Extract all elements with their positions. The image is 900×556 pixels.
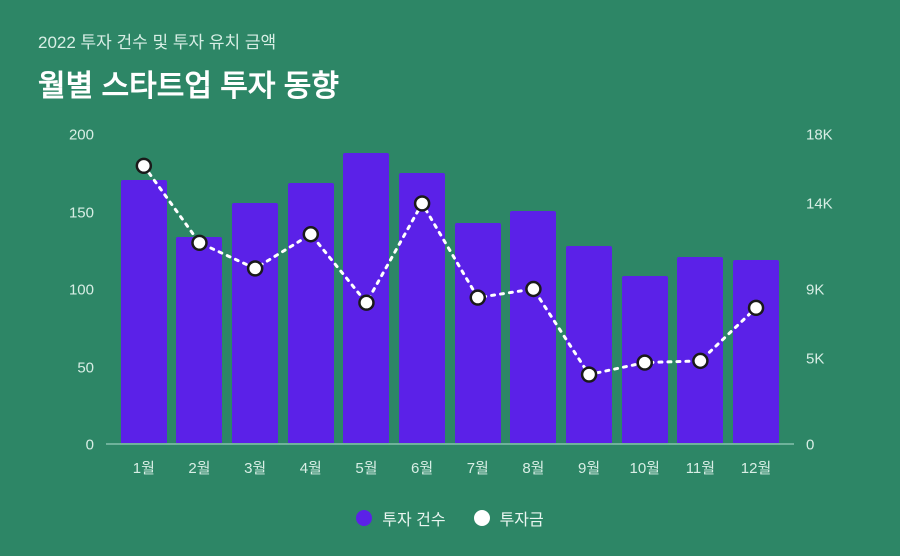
y-left-tick: 0 [50,437,94,454]
y-right-tick: 0 [806,437,850,454]
bar [733,260,779,443]
y-axis-left: 050100150200 [58,135,102,445]
bar [288,183,334,443]
x-axis-label: 4월 [288,457,334,478]
legend-item: 투자 건수 [356,506,445,530]
x-axis-label: 12월 [733,457,779,478]
x-axis-label: 10월 [622,457,668,478]
legend: 투자 건수 투자금 [38,506,862,530]
y-right-tick: 5K [806,350,850,367]
x-axis-label: 3월 [232,457,278,478]
y-left-tick: 50 [50,359,94,376]
bar [121,180,167,444]
bar [343,153,389,443]
bar [455,223,501,443]
legend-item: 투자금 [474,506,544,530]
y-left-tick: 200 [50,127,94,144]
x-axis-label: 6월 [399,457,445,478]
bar [622,276,668,443]
legend-swatch-bar [356,510,372,526]
bar [677,257,723,443]
legend-label: 투자 건수 [382,506,445,530]
legend-label: 투자금 [500,506,544,530]
x-axis-label: 2월 [176,457,222,478]
chart-title: 월별 스타트업 투자 동향 [38,61,862,105]
chart-wrap: 050100150200 05K9K14K18K 1월 2월 3월 4월 5월 6월 7월 8… [58,135,842,478]
bars-group [106,135,794,443]
y-axis-right: 05K9K14K18K [798,135,842,445]
y-right-tick: 9K [806,282,850,299]
x-axis-label: 9월 [566,457,612,478]
chart-container: 2022 투자 건수 및 투자 유치 금액 월별 스타트업 투자 동향 0501… [0,0,900,550]
y-right-tick: 14K [806,195,850,212]
x-axis-label: 5월 [343,457,389,478]
x-axis-label: 11월 [677,457,723,478]
chart-subtitle: 2022 투자 건수 및 투자 유치 금액 [38,28,862,53]
bar [176,237,222,443]
bar [566,246,612,443]
x-axis-label: 1월 [121,457,167,478]
y-right-tick: 18K [806,127,850,144]
chart-plot-area [106,135,794,445]
y-left-tick: 150 [50,204,94,221]
x-axis: 1월 2월 3월 4월 5월 6월 7월 8월 9월 10월 11월 12월 [106,445,794,478]
x-axis-label: 7월 [455,457,501,478]
y-left-tick: 100 [50,282,94,299]
bar [510,211,556,444]
bar [232,203,278,443]
x-axis-label: 8월 [510,457,556,478]
bar [399,173,445,443]
legend-swatch-dot [474,510,490,526]
